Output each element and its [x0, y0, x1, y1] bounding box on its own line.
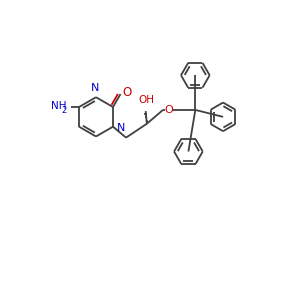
Text: N: N: [91, 83, 99, 93]
Text: O: O: [123, 86, 132, 99]
Text: O: O: [164, 105, 173, 115]
Text: OH: OH: [139, 95, 155, 105]
Text: 2: 2: [61, 106, 67, 115]
Text: NH: NH: [51, 101, 66, 111]
Text: N: N: [117, 123, 125, 133]
